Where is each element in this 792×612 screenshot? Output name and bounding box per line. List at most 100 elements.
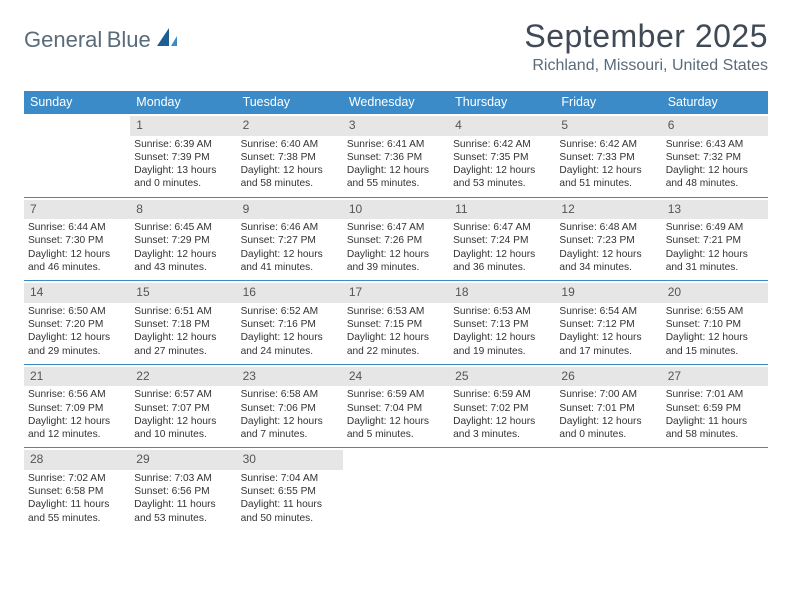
day-header-row: SundayMondayTuesdayWednesdayThursdayFrid… bbox=[24, 91, 768, 114]
sunrise-line: Sunrise: 6:53 AM bbox=[453, 305, 551, 318]
daylight-line: Daylight: 12 hours and 34 minutes. bbox=[559, 248, 657, 275]
daylight-line: Daylight: 12 hours and 29 minutes. bbox=[28, 331, 126, 358]
day-number: 14 bbox=[24, 283, 130, 303]
week-row: 28Sunrise: 7:02 AMSunset: 6:58 PMDayligh… bbox=[24, 448, 768, 531]
day-cell: 20 Sunrise: 6:55 AMSunset: 7:10 PMDayligh… bbox=[662, 281, 768, 364]
daylight-line: Daylight: 12 hours and 43 minutes. bbox=[134, 248, 232, 275]
brand-word2: Blue bbox=[107, 27, 151, 52]
day-number: 22 bbox=[130, 367, 236, 387]
day-cell bbox=[662, 448, 768, 531]
day-header-cell: Friday bbox=[555, 91, 661, 114]
day-cell: 21Sunrise: 6:56 AMSunset: 7:09 PMDayligh… bbox=[24, 365, 130, 448]
sunrise-line: Sunrise: 6:47 AM bbox=[453, 221, 551, 234]
day-number: 3 bbox=[343, 116, 449, 136]
day-number: 25 bbox=[449, 367, 555, 387]
daylight-line: Daylight: 12 hours and 53 minutes. bbox=[453, 164, 551, 191]
day-cell: 4 Sunrise: 6:42 AMSunset: 7:35 PMDaylight… bbox=[449, 114, 555, 197]
day-cell: 9Sunrise: 6:46 AMSunset: 7:27 PMDaylight… bbox=[237, 198, 343, 281]
day-cell: 6Sunrise: 6:43 AMSunset: 7:32 PMDaylight… bbox=[662, 114, 768, 197]
sunset-line: Sunset: 7:20 PM bbox=[28, 318, 126, 331]
sunset-line: Sunset: 7:39 PM bbox=[134, 151, 232, 164]
page-title: September 2025 bbox=[524, 18, 768, 55]
daylight-line: Daylight: 11 hours and 53 minutes. bbox=[134, 498, 232, 525]
daylight-line: Daylight: 11 hours and 58 minutes. bbox=[666, 415, 764, 442]
day-cell: 16Sunrise: 6:52 AMSunset: 7:16 PMDayligh… bbox=[237, 281, 343, 364]
empty-day bbox=[24, 116, 130, 136]
sunset-line: Sunset: 7:29 PM bbox=[134, 234, 232, 247]
daylight-line: Daylight: 12 hours and 12 minutes. bbox=[28, 415, 126, 442]
day-cell: 19Sunrise: 6:54 AMSunset: 7:12 PMDayligh… bbox=[555, 281, 661, 364]
sunrise-line: Sunrise: 6:46 AM bbox=[241, 221, 339, 234]
day-cell: 17Sunrise: 6:53 AMSunset: 7:15 PMDayligh… bbox=[343, 281, 449, 364]
sunrise-line: Sunrise: 6:40 AM bbox=[241, 138, 339, 151]
sunset-line: Sunset: 7:12 PM bbox=[559, 318, 657, 331]
day-cell: 23Sunrise: 6:58 AMSunset: 7:06 PMDayligh… bbox=[237, 365, 343, 448]
title-block: September 2025 Richland, Missouri, Unite… bbox=[524, 18, 768, 75]
sunrise-line: Sunrise: 7:01 AM bbox=[666, 388, 764, 401]
sunset-line: Sunset: 7:01 PM bbox=[559, 402, 657, 415]
day-header-cell: Thursday bbox=[449, 91, 555, 114]
day-number: 17 bbox=[343, 283, 449, 303]
sunrise-line: Sunrise: 6:45 AM bbox=[134, 221, 232, 234]
sunset-line: Sunset: 6:55 PM bbox=[241, 485, 339, 498]
sunset-line: Sunset: 6:56 PM bbox=[134, 485, 232, 498]
weeks-container: 1Sunrise: 6:39 AMSunset: 7:39 PMDaylight… bbox=[24, 114, 768, 531]
sunset-line: Sunset: 7:10 PM bbox=[666, 318, 764, 331]
sunset-line: Sunset: 6:59 PM bbox=[666, 402, 764, 415]
day-number: 24 bbox=[343, 367, 449, 387]
empty-day bbox=[555, 450, 661, 470]
daylight-line: Daylight: 12 hours and 15 minutes. bbox=[666, 331, 764, 358]
day-cell: 10Sunrise: 6:47 AMSunset: 7:26 PMDayligh… bbox=[343, 198, 449, 281]
sunset-line: Sunset: 7:27 PM bbox=[241, 234, 339, 247]
day-number: 19 bbox=[555, 283, 661, 303]
day-cell: 5Sunrise: 6:42 AMSunset: 7:33 PMDaylight… bbox=[555, 114, 661, 197]
brand-word1: General bbox=[24, 27, 102, 52]
sunset-line: Sunset: 7:04 PM bbox=[347, 402, 445, 415]
sunset-line: Sunset: 7:02 PM bbox=[453, 402, 551, 415]
sunrise-line: Sunrise: 6:51 AM bbox=[134, 305, 232, 318]
week-row: 1Sunrise: 6:39 AMSunset: 7:39 PMDaylight… bbox=[24, 114, 768, 198]
daylight-line: Daylight: 12 hours and 55 minutes. bbox=[347, 164, 445, 191]
daylight-line: Daylight: 12 hours and 31 minutes. bbox=[666, 248, 764, 275]
daylight-line: Daylight: 12 hours and 0 minutes. bbox=[559, 415, 657, 442]
day-cell: 8Sunrise: 6:45 AMSunset: 7:29 PMDaylight… bbox=[130, 198, 236, 281]
sunset-line: Sunset: 7:06 PM bbox=[241, 402, 339, 415]
sunrise-line: Sunrise: 6:41 AM bbox=[347, 138, 445, 151]
week-row: 14Sunrise: 6:50 AMSunset: 7:20 PMDayligh… bbox=[24, 281, 768, 365]
daylight-line: Daylight: 12 hours and 3 minutes. bbox=[453, 415, 551, 442]
day-number: 15 bbox=[130, 283, 236, 303]
daylight-line: Daylight: 12 hours and 48 minutes. bbox=[666, 164, 764, 191]
daylight-line: Daylight: 12 hours and 5 minutes. bbox=[347, 415, 445, 442]
day-number: 4 bbox=[449, 116, 555, 136]
day-cell: 12Sunrise: 6:48 AMSunset: 7:23 PMDayligh… bbox=[555, 198, 661, 281]
day-number: 30 bbox=[237, 450, 343, 470]
sunset-line: Sunset: 7:35 PM bbox=[453, 151, 551, 164]
daylight-line: Daylight: 12 hours and 41 minutes. bbox=[241, 248, 339, 275]
day-cell: 11Sunrise: 6:47 AMSunset: 7:24 PMDayligh… bbox=[449, 198, 555, 281]
daylight-line: Daylight: 12 hours and 19 minutes. bbox=[453, 331, 551, 358]
sunrise-line: Sunrise: 7:02 AM bbox=[28, 472, 126, 485]
day-cell bbox=[449, 448, 555, 531]
sunrise-line: Sunrise: 6:56 AM bbox=[28, 388, 126, 401]
sunrise-line: Sunrise: 6:58 AM bbox=[241, 388, 339, 401]
sunrise-line: Sunrise: 6:39 AM bbox=[134, 138, 232, 151]
sunrise-line: Sunrise: 6:44 AM bbox=[28, 221, 126, 234]
week-row: 21Sunrise: 6:56 AMSunset: 7:09 PMDayligh… bbox=[24, 365, 768, 449]
day-number: 20 bbox=[662, 283, 768, 303]
sunrise-line: Sunrise: 6:59 AM bbox=[453, 388, 551, 401]
day-cell: 18Sunrise: 6:53 AMSunset: 7:13 PMDayligh… bbox=[449, 281, 555, 364]
sunrise-line: Sunrise: 6:55 AM bbox=[666, 305, 764, 318]
sunset-line: Sunset: 7:09 PM bbox=[28, 402, 126, 415]
daylight-line: Daylight: 12 hours and 39 minutes. bbox=[347, 248, 445, 275]
sail-icon bbox=[155, 26, 181, 55]
empty-day bbox=[662, 450, 768, 470]
day-cell: 15Sunrise: 6:51 AMSunset: 7:18 PMDayligh… bbox=[130, 281, 236, 364]
day-number: 26 bbox=[555, 367, 661, 387]
day-number: 7 bbox=[24, 200, 130, 220]
day-number: 5 bbox=[555, 116, 661, 136]
daylight-line: Daylight: 12 hours and 10 minutes. bbox=[134, 415, 232, 442]
day-number: 11 bbox=[449, 200, 555, 220]
day-header-cell: Wednesday bbox=[343, 91, 449, 114]
sunrise-line: Sunrise: 6:42 AM bbox=[453, 138, 551, 151]
daylight-line: Daylight: 11 hours and 55 minutes. bbox=[28, 498, 126, 525]
